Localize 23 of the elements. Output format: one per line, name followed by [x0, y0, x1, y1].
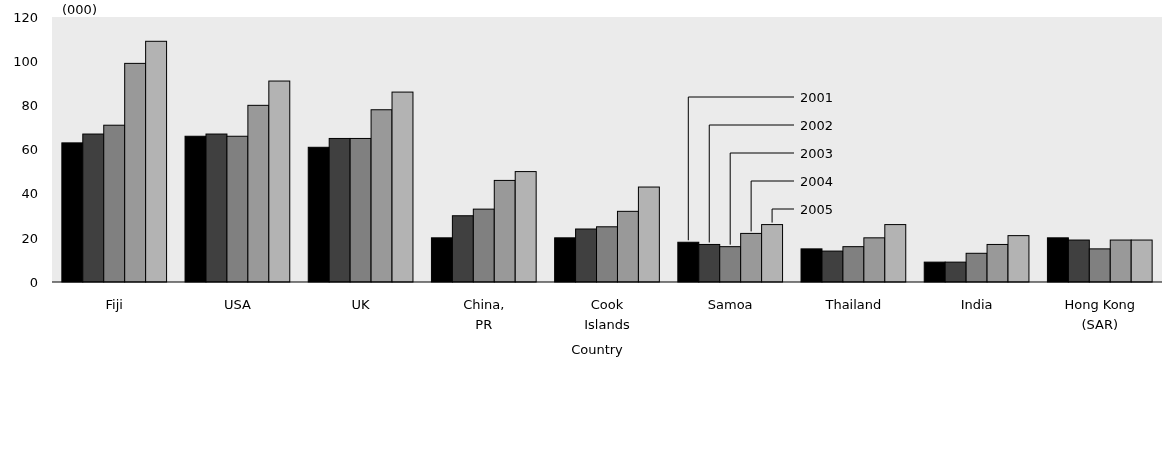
x-tick-label: UK [351, 297, 371, 312]
y-tick-label: 120 [13, 9, 38, 25]
legend-label: 2005 [800, 202, 834, 217]
text: 2002 [800, 118, 834, 133]
text: 2003 [800, 146, 834, 161]
text: 2004 [800, 174, 834, 189]
x-tick-label: Samoa [707, 297, 753, 312]
x-axis-title: Country [571, 342, 624, 357]
x-tick-label: China, PR [463, 297, 505, 333]
y-tick-label: 80 [21, 97, 38, 113]
y-axis-title: (000) [62, 2, 97, 17]
x-tick-label: Fiji [105, 297, 123, 312]
x-tick-label: Hong Kong (SAR) [1064, 297, 1136, 333]
text: 2001 [800, 90, 834, 105]
x-tick-label: Cook Islands [584, 297, 630, 333]
x-tick-label: Thailand [824, 297, 882, 312]
x-tick-label: USA [223, 297, 251, 312]
y-tick-label: 100 [13, 53, 38, 69]
y-tick-label: 0 [29, 274, 38, 290]
y-tick-label: 40 [21, 186, 38, 202]
y-tick-label: 20 [21, 230, 38, 246]
x-tick-label: India [960, 297, 993, 312]
y-tick-label: 60 [21, 142, 38, 158]
